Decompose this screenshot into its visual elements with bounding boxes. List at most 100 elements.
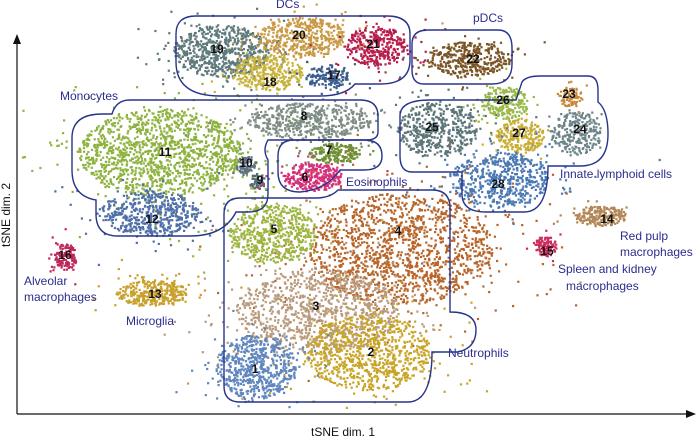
cluster-11-point: [183, 168, 186, 171]
cluster-19-point: [200, 56, 203, 59]
cluster-11-point: [164, 166, 167, 169]
cluster-11-point: [160, 153, 163, 156]
cluster-18-point: [268, 89, 271, 92]
cluster-11-point: [226, 173, 230, 176]
cluster-8-point: [337, 104, 340, 107]
cluster-19-point: [190, 34, 193, 38]
cluster-11-point: [219, 123, 222, 126]
cluster-20-point: [322, 34, 325, 38]
cluster-11-point: [125, 170, 128, 173]
cluster-11-point: [112, 148, 115, 152]
cluster-20-point: [336, 25, 339, 28]
cluster-11-point: [230, 140, 233, 143]
cluster-18-point: [259, 58, 262, 61]
cluster-8-point: [273, 128, 276, 131]
cluster-19-point: [284, 52, 287, 56]
cluster-11-point: [100, 137, 103, 140]
cluster-20-point: [342, 31, 345, 34]
cluster-11-point: [97, 140, 101, 143]
cluster-19-point: [187, 57, 190, 60]
cluster-11-point: [134, 156, 137, 159]
cluster-18-point: [243, 79, 247, 82]
cluster-11-point: [223, 178, 226, 181]
cluster-20-point: [288, 49, 291, 52]
cluster-17-point: [340, 80, 343, 83]
cluster-20-point: [294, 58, 297, 61]
cluster-10-point: [244, 171, 247, 174]
cluster-20-point: [337, 36, 340, 39]
cluster-17-point: [341, 70, 344, 73]
cluster-19-point: [198, 27, 202, 30]
cluster-20-point: [311, 26, 315, 30]
cluster-11-point: [230, 166, 233, 169]
cluster-11-point: [150, 138, 153, 141]
cluster-8-point: [298, 150, 302, 153]
cluster-20-point: [304, 36, 307, 39]
cluster-19-point: [225, 56, 228, 59]
cluster-18-point: [245, 80, 248, 83]
cluster-12-point: [169, 244, 173, 247]
cluster-12-point: [167, 225, 170, 229]
cluster-11-point: [76, 150, 79, 153]
cluster-12-point: [147, 216, 150, 219]
cluster-19-point: [198, 64, 201, 67]
cluster-12-point: [149, 229, 152, 233]
cluster-21-point: [366, 57, 369, 60]
cluster-12-point: [149, 231, 152, 235]
cluster-8-point: [281, 121, 284, 124]
cluster-11-point: [127, 154, 130, 157]
cluster-11-point: [93, 162, 96, 165]
cluster-8-point: [298, 127, 301, 130]
cluster-6-point: [318, 164, 321, 167]
cluster-12-point: [125, 228, 128, 231]
cluster-11-point: [124, 148, 127, 152]
cluster-12-point: [176, 207, 179, 210]
cluster-21-point: [398, 41, 401, 44]
cluster-11-point: [109, 149, 112, 153]
cluster-11-point: [126, 185, 129, 188]
cluster-11-point: [191, 174, 194, 177]
cluster-20-point: [319, 35, 323, 38]
cluster-8-point: [380, 108, 383, 112]
cluster-21-point: [396, 48, 399, 51]
cluster-8-point: [290, 137, 293, 141]
cluster-11-point: [138, 146, 141, 149]
cluster-6-point: [300, 163, 303, 166]
cluster-12-point: [155, 204, 158, 207]
cluster-11-point: [88, 163, 92, 166]
cluster-7-point: [333, 147, 336, 150]
cluster-21-point: [369, 57, 372, 60]
cluster-8-point: [296, 129, 299, 132]
cluster-6-point: [281, 165, 284, 168]
cluster-19-point: [154, 29, 157, 33]
cluster-20-point: [325, 46, 328, 49]
cluster-11-point: [185, 181, 188, 184]
cluster-11-point: [150, 158, 153, 161]
cluster-17-point: [317, 68, 320, 71]
cluster-12-point: [117, 213, 120, 216]
cluster-11-point: [213, 139, 216, 142]
cluster-11-point: [91, 162, 94, 165]
cluster-11-point: [161, 115, 164, 118]
cluster-20-point: [333, 37, 336, 40]
cluster-18-point: [246, 59, 249, 62]
cluster-11-point: [146, 168, 149, 171]
cluster-12-point: [194, 207, 197, 210]
cluster-11-point: [195, 117, 198, 120]
cluster-11-point: [187, 120, 190, 123]
cluster-12-point: [217, 172, 221, 175]
cluster-11-point: [157, 153, 160, 156]
cluster-6-point: [333, 169, 336, 172]
cluster-8-point: [340, 124, 343, 127]
cluster-12-point: [125, 226, 128, 229]
cluster-11-point: [168, 126, 171, 129]
cluster-11-point: [129, 191, 132, 194]
cluster-19-point: [241, 69, 244, 72]
cluster-11-point: [192, 138, 195, 141]
cluster-6-point: [304, 186, 307, 189]
cluster-11-point: [101, 126, 104, 129]
cluster-11-point: [165, 155, 168, 158]
cluster-11-point: [150, 145, 153, 149]
cluster-21-point: [365, 39, 368, 42]
cluster-20-point: [316, 22, 319, 25]
